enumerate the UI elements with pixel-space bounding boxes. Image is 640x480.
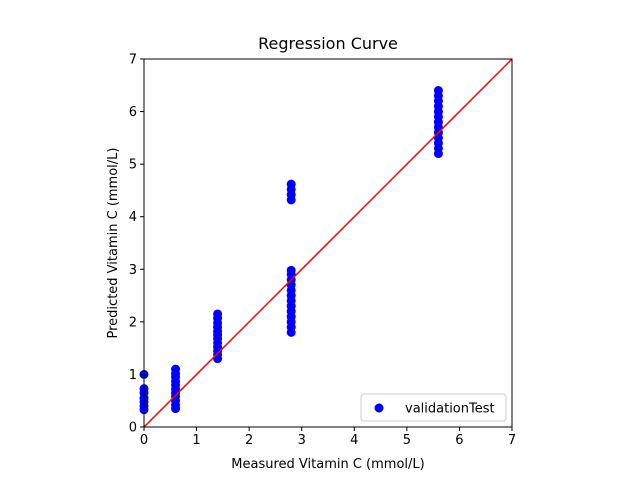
- data-point: [286, 265, 296, 275]
- x-tick-label: 1: [192, 433, 200, 448]
- y-tick-label: 7: [129, 53, 137, 68]
- y-tick-label: 4: [129, 210, 137, 225]
- y-axis-label: Predicted Vitamin C (mmol/L): [106, 148, 121, 339]
- axes-frame: [143, 58, 513, 428]
- y-tick-label: 6: [129, 105, 137, 120]
- x-tick-label: 0: [140, 433, 148, 448]
- legend-marker: [374, 403, 384, 413]
- x-tick-label: 7: [508, 433, 516, 448]
- plot-area: 0 1 2 3 4 5 6 7 0 1 2 3 4 5 6 7: [129, 53, 516, 449]
- y-tick-label: 2: [129, 315, 137, 330]
- data-point: [213, 309, 223, 319]
- y-tick-label: 5: [129, 158, 137, 173]
- legend: validationTest: [360, 393, 507, 422]
- x-tick-label: 5: [403, 433, 411, 448]
- y-tick-label: 1: [129, 368, 137, 383]
- legend-box: [360, 393, 507, 422]
- y-tick-label: 0: [129, 421, 137, 436]
- x-tick-label: 4: [350, 433, 358, 448]
- legend-label: validationTest: [405, 402, 495, 417]
- x-axis-label: Measured Vitamin C (mmol/L): [231, 457, 424, 472]
- y-tick-label: 3: [129, 263, 137, 278]
- x-tick-label: 2: [245, 433, 253, 448]
- chart-title: Regression Curve: [258, 34, 398, 53]
- x-tick-label: 3: [298, 433, 306, 448]
- reference-line: [143, 58, 513, 428]
- data-point: [433, 86, 443, 96]
- data-point: [171, 364, 181, 374]
- data-point: [286, 179, 296, 189]
- x-tick-label: 6: [455, 433, 463, 448]
